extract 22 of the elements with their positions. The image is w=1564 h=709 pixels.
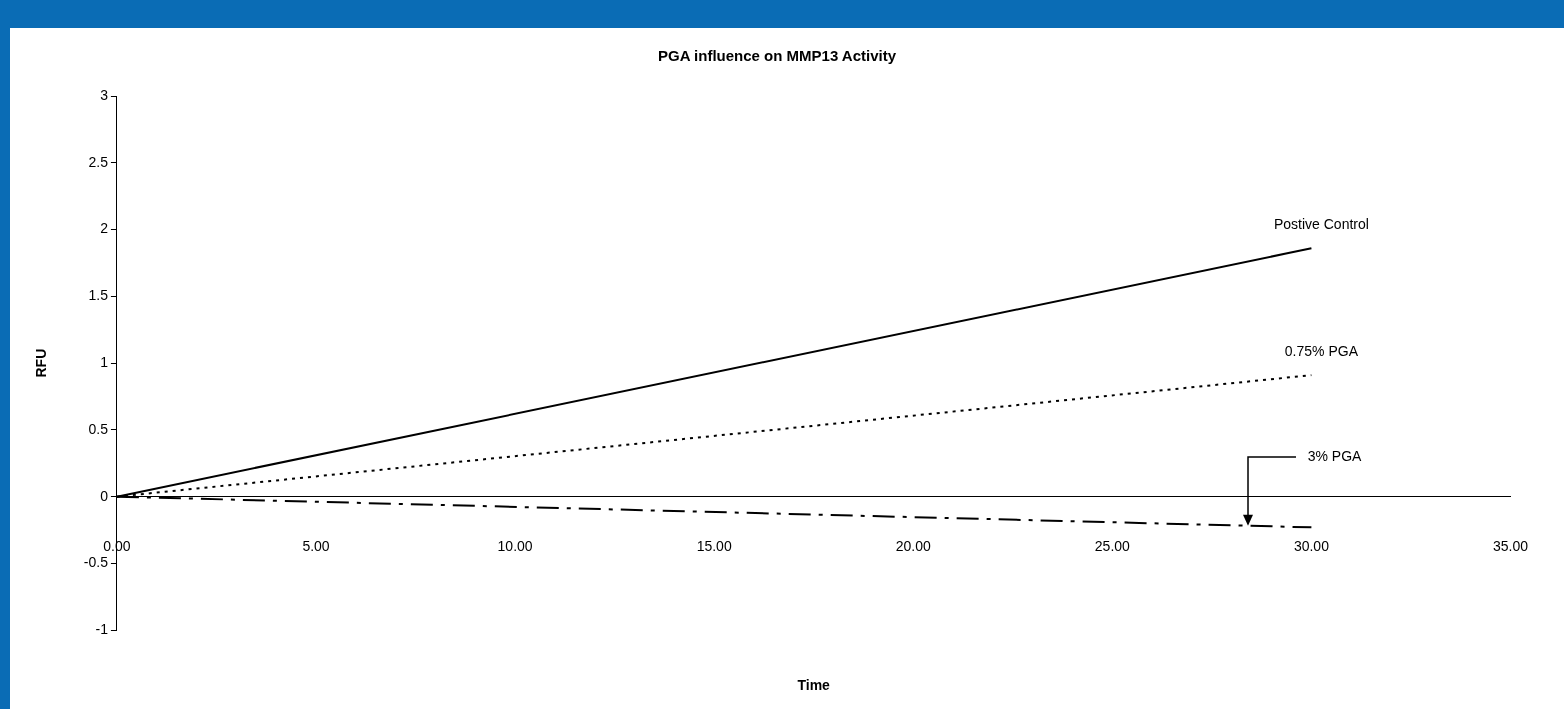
y-tick-label: 1.5	[88, 287, 109, 304]
chart-title: PGA influence on MMP13 Activity	[657, 47, 897, 65]
y-tick-label: 3	[100, 86, 109, 103]
x-axis-title: Time	[797, 677, 831, 694]
y-tick-label: 2	[100, 220, 109, 237]
y-tick-label: 2.5	[88, 153, 109, 170]
y-tick-label: -1	[95, 621, 109, 638]
y-tick-label: 1	[100, 353, 109, 370]
y-tick-label: -0.5	[83, 554, 109, 571]
y-axis-title: RFU	[33, 348, 50, 378]
x-tick-label: 25.00	[1094, 537, 1131, 554]
x-tick-label: 5.00	[302, 537, 330, 554]
y-tick-label: 0.5	[88, 420, 109, 437]
x-tick-label: 15.00	[696, 537, 732, 554]
x-tick-label: 35.00	[1492, 537, 1529, 554]
series-label: Postive Control	[1273, 216, 1369, 233]
x-tick-label: 30.00	[1293, 537, 1330, 554]
y-tick-label: 0	[100, 487, 109, 504]
text: 3% PGA	[1307, 447, 1363, 464]
x-tick-label: 10.00	[497, 537, 533, 554]
x-tick-label: 20.00	[895, 537, 931, 554]
series-label: 0.75% PGA	[1284, 342, 1359, 359]
